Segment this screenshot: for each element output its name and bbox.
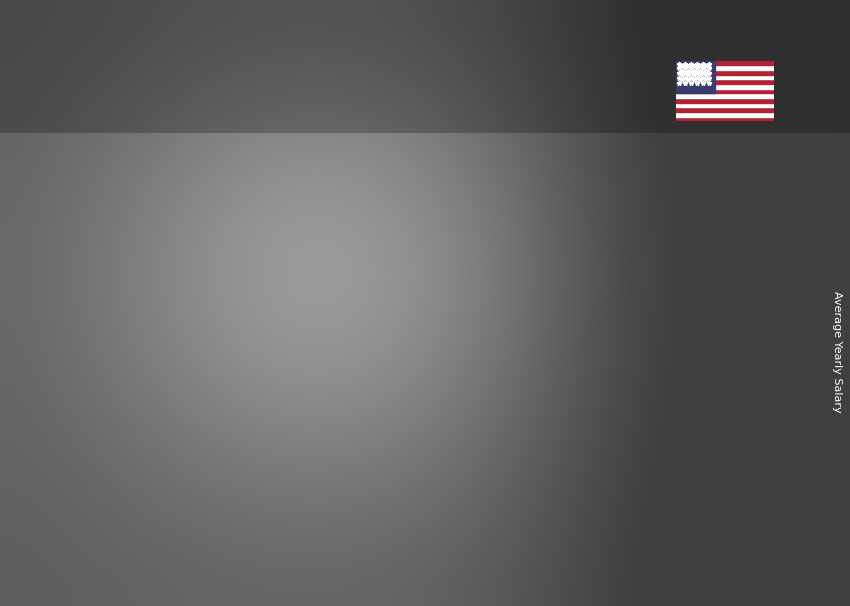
Text: explorer: explorer — [587, 84, 659, 99]
Text: Nanny: Nanny — [146, 122, 208, 141]
Polygon shape — [205, 376, 304, 384]
Text: .com: .com — [641, 84, 682, 99]
Text: +38%: +38% — [467, 145, 565, 174]
Bar — [676, 107, 774, 112]
Bar — [676, 61, 715, 93]
Bar — [676, 102, 774, 107]
Text: Bachelor’s
Degree: Bachelor’s Degree — [562, 505, 646, 538]
Bar — [676, 116, 774, 121]
Text: Salary Comparison By Education: Salary Comparison By Education — [146, 84, 629, 110]
Text: 32,000 USD: 32,000 USD — [205, 347, 304, 365]
Bar — [676, 88, 774, 93]
Text: California: California — [146, 145, 252, 164]
Bar — [676, 65, 774, 70]
Text: High School: High School — [207, 505, 302, 521]
Text: 63,300 USD: 63,300 USD — [554, 234, 653, 252]
Polygon shape — [0, 0, 850, 133]
Polygon shape — [465, 325, 479, 500]
Polygon shape — [554, 271, 640, 500]
Bar — [676, 93, 774, 98]
Polygon shape — [291, 376, 304, 500]
Text: salary: salary — [538, 84, 590, 99]
Bar — [676, 70, 774, 75]
Bar — [676, 79, 774, 84]
Bar — [676, 61, 774, 65]
Bar — [676, 98, 774, 102]
Text: +43%: +43% — [292, 199, 391, 228]
Bar — [676, 84, 774, 88]
Text: 45,800 USD: 45,800 USD — [380, 298, 479, 315]
Polygon shape — [554, 262, 653, 271]
Text: Average Yearly Salary: Average Yearly Salary — [832, 291, 842, 412]
Polygon shape — [380, 334, 465, 500]
Text: Certificate or
Diploma: Certificate or Diploma — [377, 505, 482, 538]
Polygon shape — [205, 384, 291, 500]
Polygon shape — [640, 262, 653, 500]
Polygon shape — [380, 325, 479, 334]
Bar — [676, 75, 774, 79]
Bar — [676, 112, 774, 116]
